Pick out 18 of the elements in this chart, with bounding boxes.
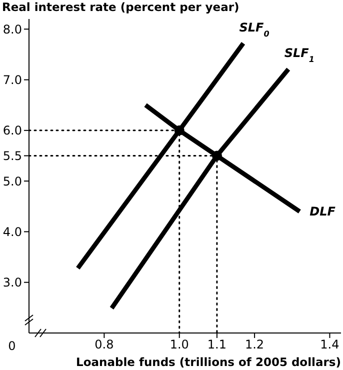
y-tick-label: 3.0 (2, 276, 22, 290)
x-tick-label: 1.1 (207, 338, 226, 352)
y-tick-label: 6.0 (2, 124, 22, 138)
y-tick-label: 7.0 (2, 73, 22, 88)
x-tick-label: 1.2 (244, 338, 264, 352)
y-axis-title: Real interest rate (percent per year) (2, 0, 240, 14)
y-tick-label: 4.0 (2, 224, 22, 239)
x-tick-label: 0.8 (94, 338, 114, 352)
y-tick-label: 5.0 (2, 174, 22, 188)
x-axis-title: Loanable funds (trillions of 2005 dollars) (76, 355, 341, 369)
series-label: DLF (310, 204, 336, 218)
series-label: SLF$_{1}$ (284, 46, 314, 64)
x-tick-label: 1.4 (320, 338, 340, 352)
x-tick-label: 1.0 (170, 338, 189, 352)
y-tick-label: 5.5 (2, 149, 22, 163)
text: 0 (8, 339, 16, 353)
series-label: SLF$_{0}$ (239, 20, 270, 38)
y-tick-label: 8.0 (2, 22, 22, 36)
